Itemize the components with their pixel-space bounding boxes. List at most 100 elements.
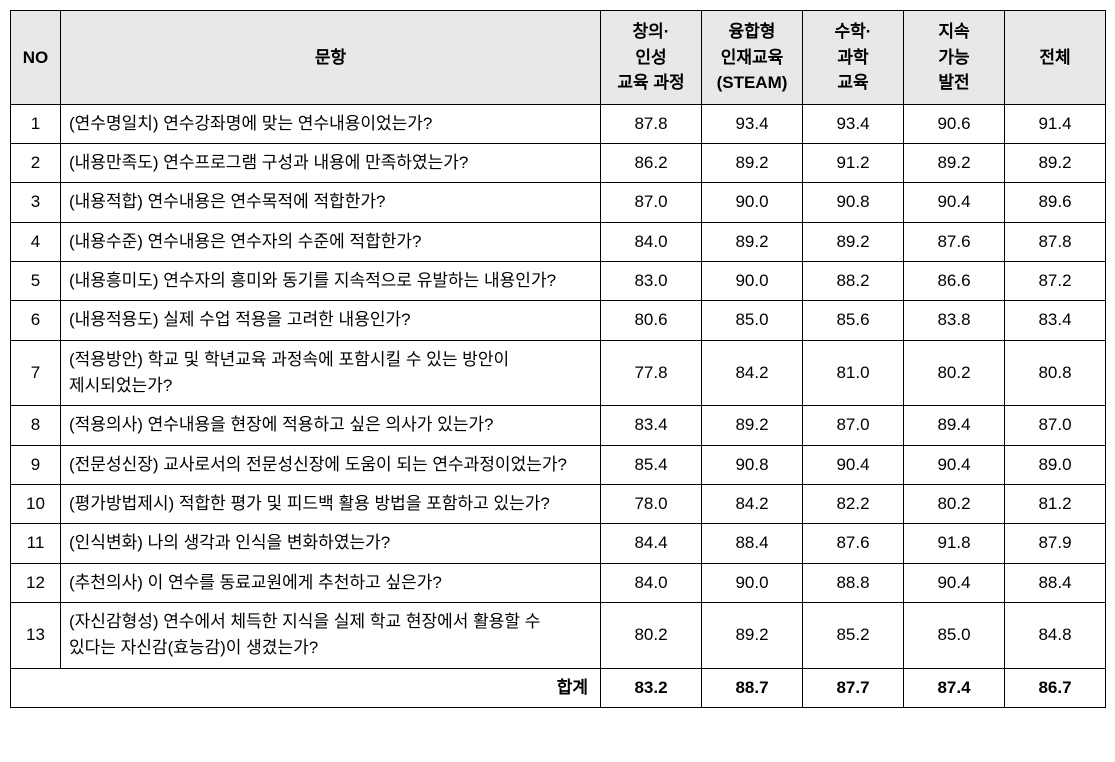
row-value: 87.9 (1005, 524, 1106, 563)
survey-table-wrapper: NO 문항 창의·인성교육 과정 융합형인재교육(STEAM) 수학·과학교육 … (10, 10, 1105, 708)
row-value: 89.2 (702, 143, 803, 182)
row-value: 90.4 (904, 445, 1005, 484)
row-value: 89.2 (702, 222, 803, 261)
table-row: 9(전문성신장) 교사로서의 전문성신장에 도움이 되는 연수과정이었는가?85… (11, 445, 1106, 484)
col-header-c5: 전체 (1005, 11, 1106, 105)
total-value: 87.4 (904, 668, 1005, 707)
row-value: 88.8 (803, 563, 904, 602)
row-question: (평가방법제시) 적합한 평가 및 피드백 활용 방법을 포함하고 있는가? (61, 484, 601, 523)
row-value: 87.8 (1005, 222, 1106, 261)
row-no: 1 (11, 104, 61, 143)
col-header-c4: 지속가능발전 (904, 11, 1005, 105)
row-value: 80.6 (601, 301, 702, 340)
row-value: 85.6 (803, 301, 904, 340)
table-row: 8(적용의사) 연수내용을 현장에 적용하고 싶은 의사가 있는가?83.489… (11, 406, 1106, 445)
row-value: 87.0 (803, 406, 904, 445)
row-value: 90.6 (904, 104, 1005, 143)
table-row: 4(내용수준) 연수내용은 연수자의 수준에 적합한가?84.089.289.2… (11, 222, 1106, 261)
col-header-c2: 융합형인재교육(STEAM) (702, 11, 803, 105)
row-value: 87.0 (1005, 406, 1106, 445)
row-value: 93.4 (702, 104, 803, 143)
total-label: 합계 (11, 668, 601, 707)
row-value: 86.2 (601, 143, 702, 182)
row-value: 84.8 (1005, 602, 1106, 668)
row-value: 84.2 (702, 340, 803, 406)
row-no: 8 (11, 406, 61, 445)
row-no: 6 (11, 301, 61, 340)
row-question: (자신감형성) 연수에서 체득한 지식을 실제 학교 현장에서 활용할 수 있다… (61, 602, 601, 668)
row-no: 3 (11, 183, 61, 222)
row-value: 83.4 (1005, 301, 1106, 340)
row-value: 87.0 (601, 183, 702, 222)
row-value: 91.4 (1005, 104, 1106, 143)
row-question: (내용적용도) 실제 수업 적용을 고려한 내용인가? (61, 301, 601, 340)
table-row: 13(자신감형성) 연수에서 체득한 지식을 실제 학교 현장에서 활용할 수 … (11, 602, 1106, 668)
row-question: (추천의사) 이 연수를 동료교원에게 추천하고 싶은가? (61, 563, 601, 602)
total-value: 86.7 (1005, 668, 1106, 707)
row-value: 87.6 (904, 222, 1005, 261)
survey-table: NO 문항 창의·인성교육 과정 융합형인재교육(STEAM) 수학·과학교육 … (10, 10, 1106, 708)
table-row: 2(내용만족도) 연수프로그램 구성과 내용에 만족하였는가?86.289.29… (11, 143, 1106, 182)
row-no: 11 (11, 524, 61, 563)
table-row: 11(인식변화) 나의 생각과 인식을 변화하였는가?84.488.487.69… (11, 524, 1106, 563)
col-header-c1: 창의·인성교육 과정 (601, 11, 702, 105)
row-no: 13 (11, 602, 61, 668)
row-no: 4 (11, 222, 61, 261)
row-no: 7 (11, 340, 61, 406)
row-value: 87.8 (601, 104, 702, 143)
table-row: 5(내용흥미도) 연수자의 흥미와 동기를 지속적으로 유발하는 내용인가?83… (11, 261, 1106, 300)
row-value: 90.8 (702, 445, 803, 484)
row-question: (적용의사) 연수내용을 현장에 적용하고 싶은 의사가 있는가? (61, 406, 601, 445)
row-value: 90.8 (803, 183, 904, 222)
total-value: 83.2 (601, 668, 702, 707)
total-value: 87.7 (803, 668, 904, 707)
row-value: 84.2 (702, 484, 803, 523)
row-value: 89.2 (904, 143, 1005, 182)
row-question: (적용방안) 학교 및 학년교육 과정속에 포함시킬 수 있는 방안이 제시되었… (61, 340, 601, 406)
row-value: 89.6 (1005, 183, 1106, 222)
row-no: 9 (11, 445, 61, 484)
row-value: 91.8 (904, 524, 1005, 563)
row-question: (인식변화) 나의 생각과 인식을 변화하였는가? (61, 524, 601, 563)
row-value: 84.4 (601, 524, 702, 563)
table-body: 1(연수명일치) 연수강좌명에 맞는 연수내용이었는가?87.893.493.4… (11, 104, 1106, 708)
row-value: 77.8 (601, 340, 702, 406)
row-value: 90.4 (803, 445, 904, 484)
row-value: 85.2 (803, 602, 904, 668)
row-value: 85.0 (702, 301, 803, 340)
row-value: 89.4 (904, 406, 1005, 445)
row-value: 89.2 (702, 406, 803, 445)
row-value: 78.0 (601, 484, 702, 523)
row-value: 88.4 (702, 524, 803, 563)
table-row: 1(연수명일치) 연수강좌명에 맞는 연수내용이었는가?87.893.493.4… (11, 104, 1106, 143)
row-value: 83.4 (601, 406, 702, 445)
row-value: 82.2 (803, 484, 904, 523)
table-head: NO 문항 창의·인성교육 과정 융합형인재교육(STEAM) 수학·과학교육 … (11, 11, 1106, 105)
row-question: (내용만족도) 연수프로그램 구성과 내용에 만족하였는가? (61, 143, 601, 182)
row-value: 88.4 (1005, 563, 1106, 602)
row-value: 89.2 (702, 602, 803, 668)
row-value: 84.0 (601, 563, 702, 602)
row-no: 5 (11, 261, 61, 300)
table-total-row: 합계83.288.787.787.486.7 (11, 668, 1106, 707)
row-value: 88.2 (803, 261, 904, 300)
row-value: 85.4 (601, 445, 702, 484)
row-value: 80.2 (904, 484, 1005, 523)
col-header-question: 문항 (61, 11, 601, 105)
row-value: 83.8 (904, 301, 1005, 340)
table-row: 12(추천의사) 이 연수를 동료교원에게 추천하고 싶은가?84.090.08… (11, 563, 1106, 602)
row-value: 87.6 (803, 524, 904, 563)
table-row: 6(내용적용도) 실제 수업 적용을 고려한 내용인가?80.685.085.6… (11, 301, 1106, 340)
col-header-no: NO (11, 11, 61, 105)
table-row: 10(평가방법제시) 적합한 평가 및 피드백 활용 방법을 포함하고 있는가?… (11, 484, 1106, 523)
row-value: 89.0 (1005, 445, 1106, 484)
row-value: 93.4 (803, 104, 904, 143)
row-value: 81.0 (803, 340, 904, 406)
row-value: 80.2 (601, 602, 702, 668)
row-question: (연수명일치) 연수강좌명에 맞는 연수내용이었는가? (61, 104, 601, 143)
row-value: 80.2 (904, 340, 1005, 406)
row-value: 84.0 (601, 222, 702, 261)
row-value: 91.2 (803, 143, 904, 182)
row-value: 90.0 (702, 563, 803, 602)
row-value: 90.0 (702, 183, 803, 222)
